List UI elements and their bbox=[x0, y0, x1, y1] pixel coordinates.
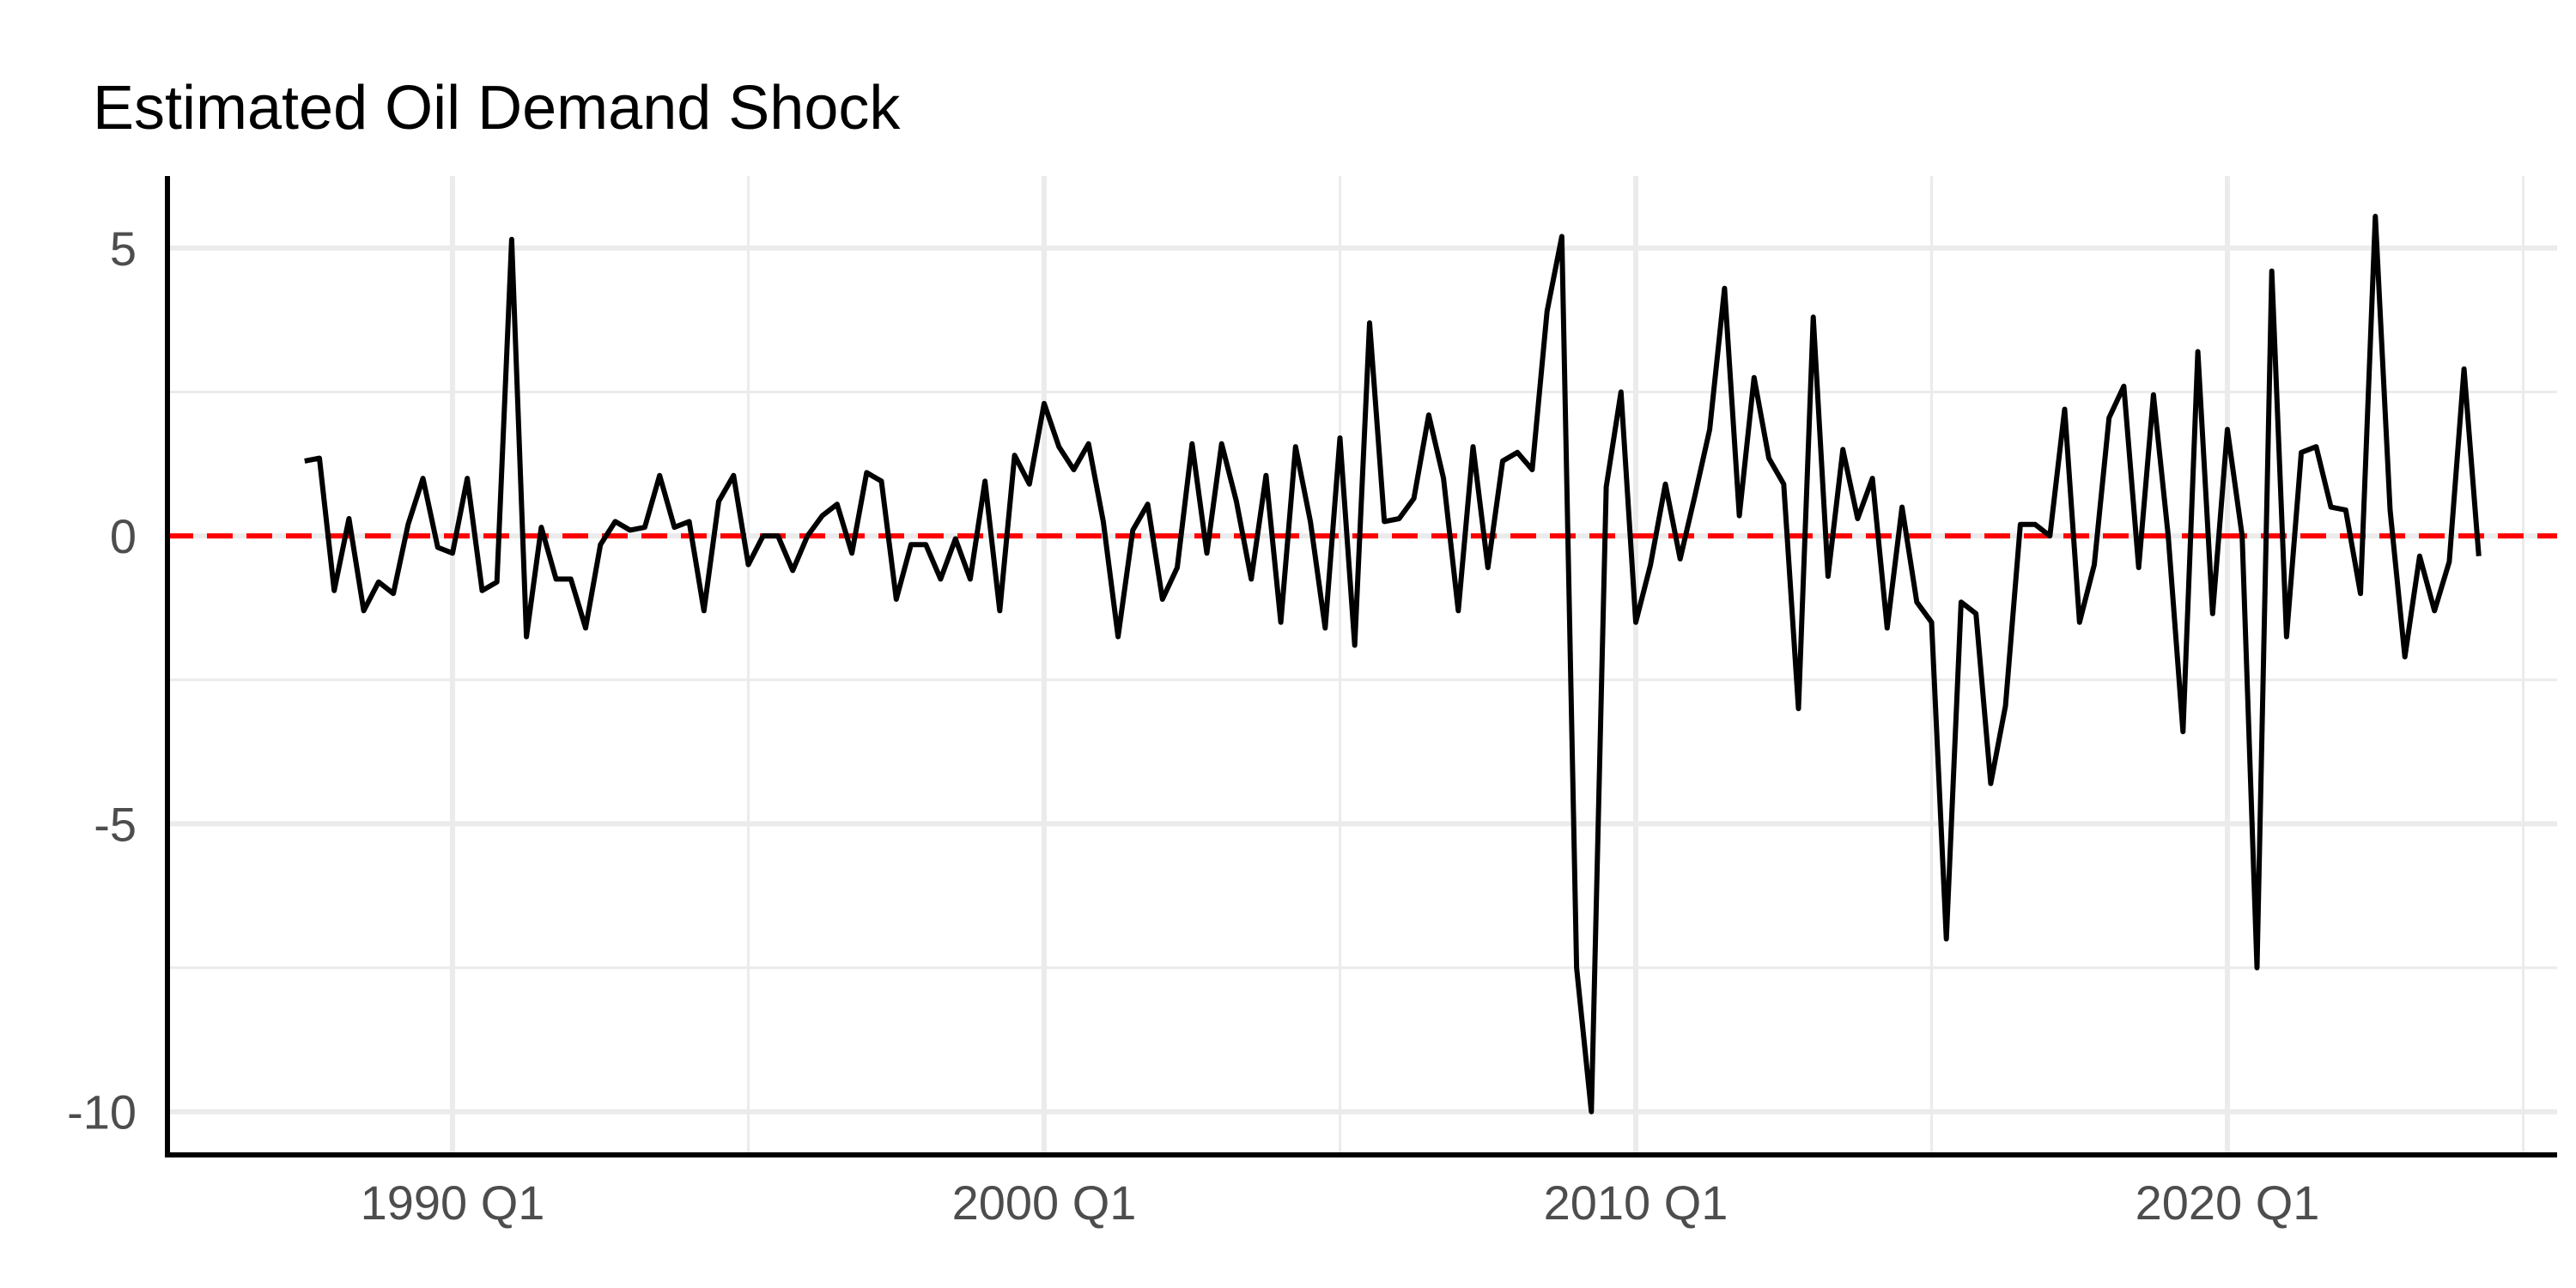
x-tick-label: 1990 Q1 bbox=[361, 1176, 545, 1230]
y-tick-label: 0 bbox=[110, 509, 137, 563]
y-tick-label: -5 bbox=[94, 797, 137, 851]
y-tick-label: 5 bbox=[110, 222, 137, 276]
x-tick-label: 2000 Q1 bbox=[952, 1176, 1137, 1230]
x-axis-ticks: 1990 Q1 2000 Q1 2010 Q1 2020 Q1 bbox=[361, 1176, 2320, 1230]
y-tick-label: -10 bbox=[67, 1085, 137, 1139]
chart-title: Estimated Oil Demand Shock bbox=[93, 74, 901, 143]
series-line bbox=[304, 213, 2482, 1115]
grid bbox=[167, 176, 2557, 1155]
x-tick-label: 2010 Q1 bbox=[1544, 1176, 1728, 1230]
x-tick-label: 2020 Q1 bbox=[2136, 1176, 2320, 1230]
axes bbox=[165, 176, 2557, 1157]
y-axis-ticks: 5 0 -5 -10 bbox=[67, 222, 137, 1139]
